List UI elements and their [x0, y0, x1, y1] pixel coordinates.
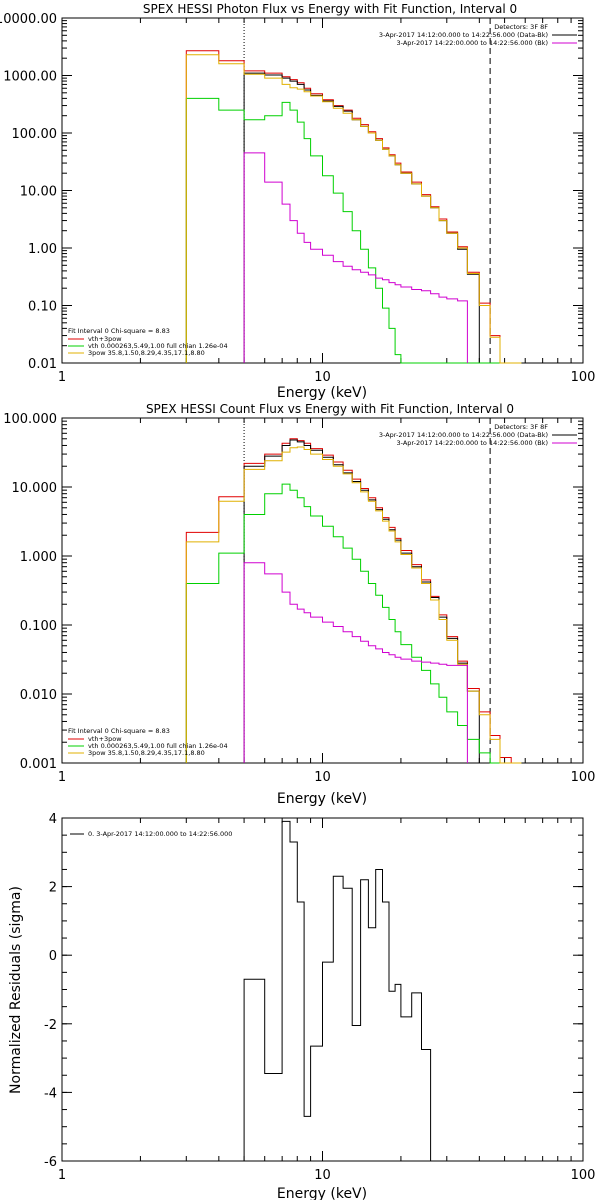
y-tick-label: 10.000	[12, 481, 58, 496]
photon-flux-data-interval-label: 3-Apr-2017 14:12:00.000 to 14:22:56.000 …	[379, 31, 548, 39]
count-flux-detectors-label: Detectors: 3F 8F	[494, 423, 548, 431]
residuals-series-residuals	[243, 820, 432, 1161]
y-tick-label: 0	[49, 949, 57, 964]
y-tick-label: 0.01	[28, 357, 57, 372]
x-tick-label: 1	[58, 1168, 66, 1183]
photon-flux-plot-frame	[61, 17, 584, 364]
photon-flux-series-vth	[185, 97, 522, 364]
y-tick-label: 0.100	[20, 619, 57, 634]
count-flux-xlabel: Energy (keV)	[277, 791, 367, 807]
count-flux-data-interval-label: 3-Apr-2017 14:12:00.000 to 14:22:56.000 …	[379, 431, 548, 439]
photon-flux-series	[185, 18, 522, 364]
count-flux-series-vth	[185, 483, 522, 764]
residuals-series	[243, 820, 432, 1161]
y-tick-label: -2	[44, 1018, 57, 1033]
count-flux-series-vth-3pow	[185, 438, 522, 764]
residuals-axes: 1 10 100 -6 -4 -2 0 2 4	[44, 812, 595, 1183]
photon-flux-axes: 1 10 100 0.01 0.10 1.00 10.00 100.00 1000.00 1000…	[0, 12, 595, 385]
residuals-legend: 0. 3-Apr-2017 14:12:00.000 to 14:22:56.0…	[70, 830, 232, 838]
count-flux-panel: SPEX HESSI Count Flux vs Energy with Fit…	[3, 402, 595, 807]
x-tick-label: 100	[571, 770, 596, 785]
x-tick-label: 10	[314, 1168, 331, 1183]
y-tick-label: 1000.00	[3, 70, 57, 85]
photon-flux-legend-vth-3pow: vth+3pow	[88, 335, 122, 343]
residuals-xlabel: Energy (keV)	[277, 1186, 367, 1200]
photon-flux-series-vth-3pow	[185, 50, 522, 364]
y-tick-label: 4	[49, 812, 57, 827]
y-tick-label: 1.000	[20, 550, 57, 565]
photon-flux-series-total	[243, 72, 480, 363]
photon-flux-legend-3pow: 3pow 35.8,1.50,8.29,4.35,17.1,8.80	[88, 349, 205, 357]
count-flux-legend-title: Fit Interval 0 Chi-square = 8.83	[68, 727, 170, 735]
y-tick-label: 100.000	[3, 412, 57, 427]
count-flux-series-3pow	[185, 446, 522, 764]
photon-flux-detectors-label: Detectors: 3F 8F	[494, 23, 548, 31]
count-flux-legend-vth: vth 0.000263,5.49,1.00 full chian 1.26e-…	[88, 742, 228, 750]
count-flux-info-block: Detectors: 3F 8F 3-Apr-2017 14:12:00.000…	[379, 423, 577, 447]
y-tick-label: 10.00	[20, 185, 57, 200]
y-tick-label: 10000.00	[0, 12, 57, 27]
count-flux-legend: Fit Interval 0 Chi-square = 8.83 vth+3po…	[68, 727, 228, 757]
y-tick-label: 100.00	[12, 127, 58, 142]
x-tick-label: 100	[571, 1168, 596, 1183]
x-tick-label: 10	[314, 770, 331, 785]
x-tick-label: 1	[58, 770, 66, 785]
count-flux-legend-3pow: 3pow 35.8,1.50,8.29,4.35,17.1,8.80	[88, 749, 205, 757]
photon-flux-xlabel: Energy (keV)	[277, 385, 367, 401]
x-tick-label: 100	[571, 370, 596, 385]
residuals-panel: 1 10 100 -6 -4 -2 0 2 4 0. 3-Apr-2017 14:12:00.0…	[8, 812, 595, 1200]
count-flux-legend-vth-3pow: vth+3pow	[88, 735, 122, 743]
photon-flux-legend: Fit Interval 0 Chi-square = 8.83 vth+3po…	[68, 327, 228, 357]
y-tick-label: 0.10	[28, 300, 57, 315]
count-flux-plot-frame	[61, 417, 584, 764]
y-tick-label: -4	[44, 1086, 57, 1101]
x-tick-label: 1	[58, 370, 66, 385]
residuals-legend-label: 0. 3-Apr-2017 14:12:00.000 to 14:22:56.0…	[88, 830, 232, 838]
count-flux-series-bk	[243, 562, 468, 763]
count-flux-series	[185, 418, 522, 764]
residuals-ylabel: Normalized Residuals (sigma)	[8, 886, 24, 1094]
y-tick-label: 2	[49, 881, 57, 896]
photon-flux-legend-title: Fit Interval 0 Chi-square = 8.83	[68, 327, 170, 335]
photon-flux-series-3pow	[185, 54, 522, 364]
x-tick-label: 10	[314, 370, 331, 385]
y-tick-label: 0.001	[20, 757, 57, 772]
count-flux-title: SPEX HESSI Count Flux vs Energy with Fit…	[146, 402, 514, 416]
photon-flux-bk-interval-label: 3-Apr-2017 14:22:00.000 to 14:22:56.000 …	[397, 39, 548, 47]
photon-flux-panel: SPEX HESSI Photon Flux vs Energy with Fi…	[0, 2, 595, 401]
photon-flux-info-block: Detectors: 3F 8F 3-Apr-2017 14:12:00.000…	[379, 23, 577, 47]
y-tick-label: -6	[44, 1155, 57, 1170]
y-tick-label: 0.010	[20, 688, 57, 703]
photon-flux-legend-vth: vth 0.000263,5.49,1.00 full chian 1.26e-…	[88, 342, 228, 350]
count-flux-bk-interval-label: 3-Apr-2017 14:22:00.000 to 14:22:56.000 …	[397, 439, 548, 447]
y-tick-label: 1.00	[28, 242, 57, 257]
photon-flux-title: SPEX HESSI Photon Flux vs Energy with Fi…	[143, 2, 517, 16]
count-flux-axes: 1 10 100 0.001 0.010 0.100 1.000 10.000 100.000	[3, 412, 595, 785]
photon-flux-series-bk	[243, 152, 468, 363]
